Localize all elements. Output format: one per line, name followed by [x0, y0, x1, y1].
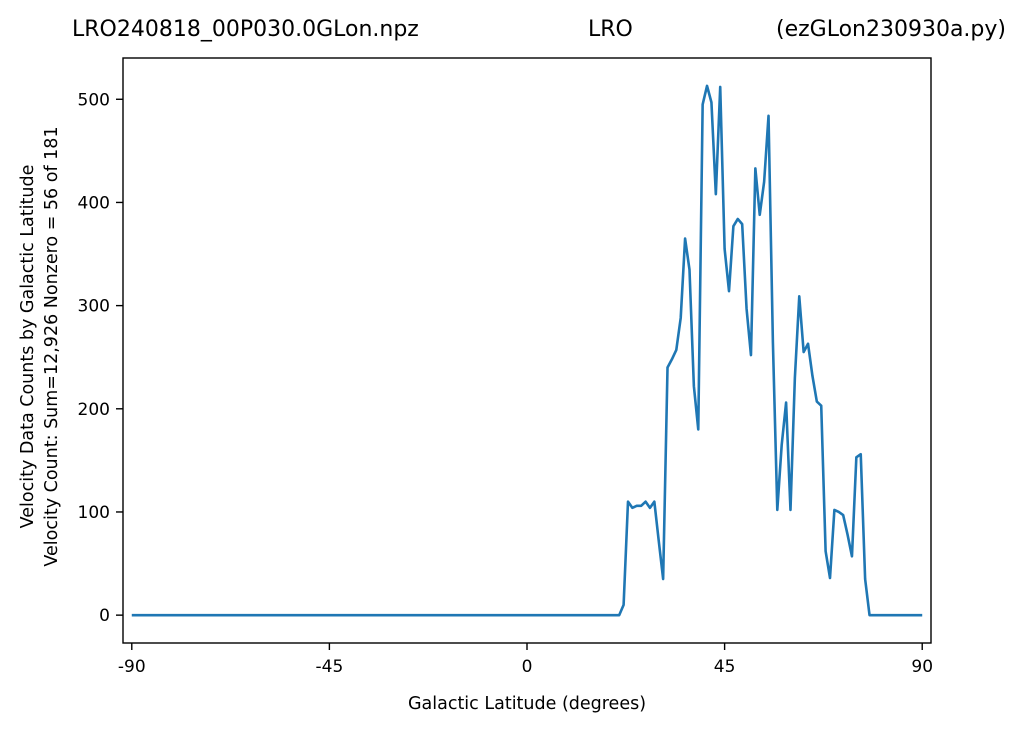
series-group [131, 84, 923, 617]
y-tick-label: 200 [78, 400, 110, 420]
x-axis: -90 -45 0 45 90 [118, 643, 933, 677]
y-tick-label: 400 [78, 193, 110, 213]
y-tick-label: 0 [99, 606, 110, 626]
x-tick-label: 45 [714, 657, 736, 677]
x-tick-label: 0 [522, 657, 533, 677]
y-axis-label-secondary: Velocity Count: Sum=12,926 Nonzero = 56 … [42, 126, 62, 566]
series-line [131, 84, 923, 617]
y-tick-label: 500 [78, 90, 110, 110]
y-tick-label: 300 [78, 297, 110, 317]
x-tick-label: -90 [118, 657, 146, 677]
chart-title: LRO240818_00P030.0GLon.npz LRO (ezGLon23… [72, 17, 1006, 42]
y-tick-label: 100 [78, 503, 110, 523]
x-axis-label: Galactic Latitude (degrees) [408, 694, 646, 714]
x-tick-label: 90 [911, 657, 933, 677]
title-left: LRO240818_00P030.0GLon.npz [72, 17, 419, 42]
title-right: (ezGLon230930a.py) [776, 17, 1006, 42]
title-center: LRO [588, 17, 633, 42]
x-tick-label: -45 [316, 657, 344, 677]
y-axis-label: Velocity Data Counts by Galactic Latitud… [18, 165, 38, 529]
y-axis: 0 100 200 300 400 500 [78, 90, 123, 626]
